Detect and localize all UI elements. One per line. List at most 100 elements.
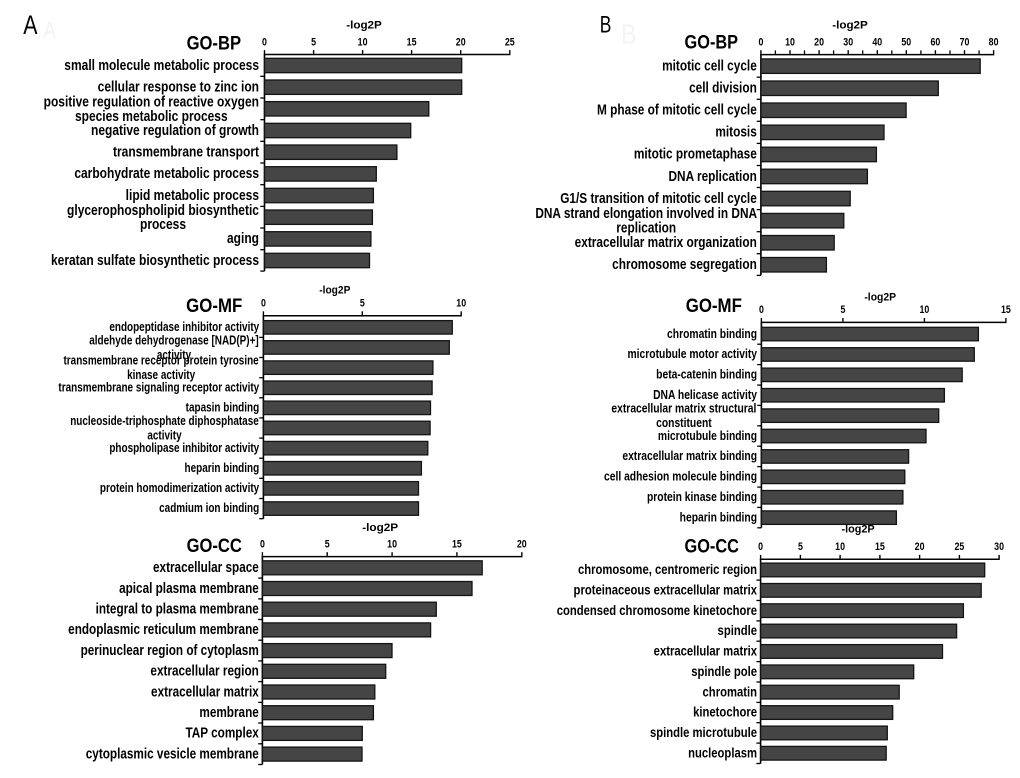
svg-text:80: 80 xyxy=(989,37,999,49)
svg-text:0: 0 xyxy=(759,304,764,316)
svg-text:transmembrane receptor protein: transmembrane receptor protein tyrosine xyxy=(63,355,258,368)
svg-text:5: 5 xyxy=(311,36,316,48)
svg-text:GO-CC: GO-CC xyxy=(187,535,242,557)
svg-text:0: 0 xyxy=(260,539,265,551)
svg-text:aldehyde dehydrogenase [NAD(P): aldehyde dehydrogenase [NAD(P)+] xyxy=(89,334,259,347)
svg-text:10: 10 xyxy=(785,37,795,49)
svg-text:heparin binding: heparin binding xyxy=(185,462,260,475)
svg-text:B: B xyxy=(600,12,612,38)
svg-text:extracellular matrix organizat: extracellular matrix organization xyxy=(575,234,757,251)
svg-text:kinetochore: kinetochore xyxy=(693,703,757,720)
svg-text:cytoplasmic vesicle membrane: cytoplasmic vesicle membrane xyxy=(86,745,259,762)
svg-text:small molecule metabolic proce: small molecule metabolic process xyxy=(64,57,259,74)
svg-text:activity: activity xyxy=(157,349,192,362)
svg-text:15: 15 xyxy=(875,541,885,553)
svg-text:-log2P: -log2P xyxy=(842,523,875,535)
svg-text:integral to plasma membrane: integral to plasma membrane xyxy=(96,600,259,617)
svg-text:-log2P: -log2P xyxy=(864,291,896,303)
svg-text:constituent: constituent xyxy=(656,416,712,430)
svg-text:protein homodimerization activ: protein homodimerization activity xyxy=(100,482,260,495)
svg-text:GO-MF: GO-MF xyxy=(686,294,742,317)
svg-text:cell adhesion molecule binding: cell adhesion molecule binding xyxy=(604,470,757,484)
svg-text:cell division: cell division xyxy=(689,79,757,96)
svg-text:beta-catenin binding: beta-catenin binding xyxy=(656,368,757,382)
svg-text:extracellular matrix: extracellular matrix xyxy=(654,642,757,659)
svg-text:process: process xyxy=(140,216,186,233)
svg-text:10: 10 xyxy=(919,304,929,316)
svg-text:20: 20 xyxy=(814,37,824,49)
svg-text:20: 20 xyxy=(915,541,925,553)
svg-text:spindle pole: spindle pole xyxy=(691,663,757,680)
svg-text:25: 25 xyxy=(505,36,515,48)
svg-text:60: 60 xyxy=(930,37,940,49)
svg-text:mitotic cell cycle: mitotic cell cycle xyxy=(662,57,757,74)
svg-text:30: 30 xyxy=(843,37,853,49)
svg-text:20: 20 xyxy=(456,36,466,48)
svg-text:GO-CC: GO-CC xyxy=(684,535,738,557)
svg-text:20: 20 xyxy=(517,539,527,551)
svg-text:chromosome segregation: chromosome segregation xyxy=(612,256,757,273)
svg-text:10: 10 xyxy=(358,36,368,48)
svg-text:replication: replication xyxy=(616,219,676,236)
svg-text:heparin binding: heparin binding xyxy=(680,510,757,524)
svg-text:activity: activity xyxy=(147,429,182,442)
svg-text:species metabolic process: species metabolic process xyxy=(75,108,228,125)
svg-text:condensed chromosome kinetocho: condensed chromosome kinetochore xyxy=(557,602,757,619)
svg-text:extracellular matrix structura: extracellular matrix structural xyxy=(611,402,756,416)
svg-text:endopeptidase inhibitor activi: endopeptidase inhibitor activity xyxy=(109,321,260,334)
svg-text:0: 0 xyxy=(758,37,763,49)
svg-text:15: 15 xyxy=(452,539,462,551)
svg-text:30: 30 xyxy=(994,541,1004,553)
svg-text:lipid metabolic process: lipid metabolic process xyxy=(126,187,259,204)
svg-text:B: B xyxy=(621,20,636,50)
svg-text:GO-BP: GO-BP xyxy=(187,32,241,54)
svg-text:cadmium ion binding: cadmium ion binding xyxy=(159,502,259,515)
svg-text:A: A xyxy=(23,11,38,41)
svg-text:-log2P: -log2P xyxy=(362,522,398,534)
svg-text:chromatin: chromatin xyxy=(703,683,757,700)
svg-text:positive regulation of reactiv: positive regulation of reactive oxygen xyxy=(44,93,259,110)
svg-text:10: 10 xyxy=(835,541,845,553)
svg-text:endoplasmic reticulum membrane: endoplasmic reticulum membrane xyxy=(68,621,259,638)
svg-text:carbohydrate metabolic process: carbohydrate metabolic process xyxy=(74,165,259,182)
svg-text:spindle: spindle xyxy=(718,622,757,639)
svg-text:-log2P: -log2P xyxy=(832,20,868,32)
svg-text:microtubule binding: microtubule binding xyxy=(658,429,757,443)
svg-text:A: A xyxy=(44,19,57,43)
svg-text:GO-BP: GO-BP xyxy=(685,31,739,53)
svg-text:nucleoside-triphosphate diphos: nucleoside-triphosphate diphosphatase xyxy=(70,415,259,428)
svg-text:5: 5 xyxy=(325,539,330,551)
svg-text:cellular response to zinc ion: cellular response to zinc ion xyxy=(98,78,259,95)
svg-text:microtubule motor activity: microtubule motor activity xyxy=(628,347,758,361)
svg-text:negative regulation of growth: negative regulation of growth xyxy=(91,122,259,139)
svg-text:G1/S transition of mitotic cel: G1/S transition of mitotic cell cycle xyxy=(560,190,757,207)
svg-text:transmembrane signaling recept: transmembrane signaling receptor activit… xyxy=(58,381,259,394)
svg-text:extracellular region: extracellular region xyxy=(150,662,258,679)
svg-text:10: 10 xyxy=(456,298,466,310)
svg-text:extracellular matrix binding: extracellular matrix binding xyxy=(622,449,757,463)
svg-text:tapasin binding: tapasin binding xyxy=(186,402,260,415)
svg-text:15: 15 xyxy=(407,36,417,48)
svg-text:transmembrane transport: transmembrane transport xyxy=(113,143,259,160)
svg-text:spindle microtubule: spindle microtubule xyxy=(650,724,757,741)
svg-text:mitosis: mitosis xyxy=(715,123,756,140)
svg-text:5: 5 xyxy=(360,298,365,310)
svg-text:kinase activity: kinase activity xyxy=(127,369,196,382)
svg-text:-log2P: -log2P xyxy=(319,284,350,297)
svg-text:GO-MF: GO-MF xyxy=(186,294,242,317)
svg-text:protein kinase binding: protein kinase binding xyxy=(647,490,757,504)
svg-text:0: 0 xyxy=(262,36,267,48)
svg-text:25: 25 xyxy=(954,541,964,553)
svg-text:50: 50 xyxy=(901,37,911,49)
svg-text:0: 0 xyxy=(758,541,763,553)
svg-text:extracellular space: extracellular space xyxy=(153,559,259,576)
svg-text:membrane: membrane xyxy=(199,704,258,721)
svg-text:aging: aging xyxy=(227,230,259,247)
svg-text:TAP complex: TAP complex xyxy=(185,724,259,741)
svg-text:chromosome, centromeric region: chromosome, centromeric region xyxy=(578,561,757,578)
svg-text:40: 40 xyxy=(872,37,882,49)
svg-text:-log2P: -log2P xyxy=(346,20,382,32)
svg-text:70: 70 xyxy=(960,37,970,49)
svg-text:15: 15 xyxy=(1001,304,1011,316)
svg-text:5: 5 xyxy=(840,304,845,316)
